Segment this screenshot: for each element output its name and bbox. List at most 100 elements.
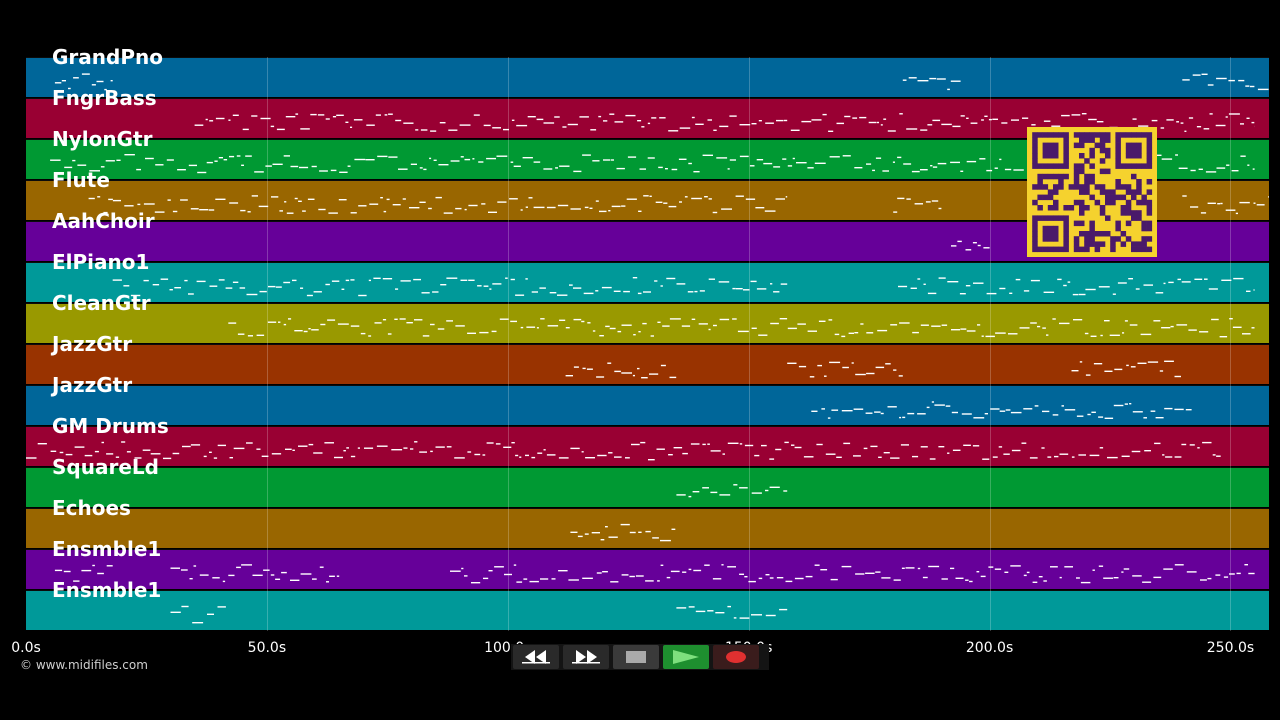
note: [1037, 325, 1041, 328]
note: [727, 566, 736, 568]
note: [947, 281, 959, 283]
note: [199, 574, 209, 576]
note: [483, 577, 489, 580]
note: [1047, 456, 1052, 458]
note: [629, 575, 635, 578]
note: [986, 292, 997, 295]
note: [106, 565, 113, 567]
note: [313, 291, 322, 293]
note: [763, 162, 773, 165]
note: [189, 578, 193, 580]
note: [902, 416, 906, 419]
note: [807, 330, 817, 332]
note: [256, 448, 261, 450]
note: [719, 494, 731, 496]
note: [1208, 288, 1218, 290]
note: [419, 167, 423, 169]
note: [166, 159, 174, 161]
note: [137, 203, 141, 206]
note: [831, 409, 839, 411]
note: [174, 287, 181, 289]
note: [1180, 122, 1184, 124]
stop-button[interactable]: [613, 645, 659, 669]
note: [479, 331, 489, 334]
note: [614, 121, 624, 123]
note: [1225, 116, 1228, 118]
note: [112, 199, 121, 202]
note: [960, 170, 964, 172]
note: [965, 285, 971, 287]
note: [621, 205, 626, 207]
note: [732, 318, 737, 320]
note: [957, 240, 962, 243]
note: [546, 206, 556, 209]
note: [828, 130, 834, 132]
note: [421, 292, 430, 294]
note: [388, 156, 398, 158]
note: [557, 294, 568, 296]
note: [1104, 320, 1110, 322]
note: [911, 170, 920, 173]
note: [438, 164, 449, 166]
note: [271, 196, 279, 198]
note: [792, 157, 795, 160]
note: [866, 163, 872, 165]
note: [1140, 333, 1152, 336]
note: [818, 320, 826, 322]
note: [707, 610, 714, 612]
note: [1142, 581, 1152, 583]
note: [312, 578, 317, 580]
note: [464, 208, 467, 211]
note: [1190, 206, 1199, 208]
note: [298, 200, 302, 202]
record-icon: [726, 651, 746, 663]
note: [1207, 202, 1216, 204]
note: [562, 126, 567, 128]
note: [435, 446, 445, 448]
note: [77, 164, 87, 166]
note: [893, 579, 901, 581]
note: [565, 327, 570, 329]
note: [525, 278, 528, 280]
note: [934, 404, 945, 406]
note: [992, 456, 998, 458]
note: [526, 326, 536, 328]
note: [751, 492, 762, 494]
note: [1247, 164, 1250, 166]
note: [1080, 581, 1091, 584]
note: [1023, 408, 1033, 410]
track-label: Flute: [52, 168, 110, 192]
note: [829, 361, 841, 364]
note: [294, 330, 303, 332]
note: [1246, 117, 1250, 119]
note: [360, 332, 366, 335]
note: [446, 277, 458, 279]
note: [143, 203, 155, 205]
note: [855, 373, 866, 376]
note: [1200, 579, 1207, 581]
note: [1164, 360, 1174, 362]
note: [965, 249, 972, 251]
play-button[interactable]: [663, 645, 709, 669]
note: [1176, 121, 1179, 123]
note: [972, 242, 977, 244]
note: [510, 161, 514, 163]
record-button[interactable]: [713, 645, 759, 669]
note: [897, 197, 905, 200]
note: [977, 324, 981, 326]
track-label: FngrBass: [52, 86, 157, 110]
note: [345, 121, 349, 123]
note: [283, 281, 291, 284]
note: [603, 159, 611, 161]
note: [1010, 411, 1022, 414]
note: [859, 116, 867, 119]
rewind-button[interactable]: [513, 645, 559, 669]
fast-forward-button[interactable]: [563, 645, 609, 669]
note: [430, 130, 437, 132]
note: [880, 412, 884, 415]
note: [347, 165, 351, 167]
note: [551, 578, 556, 580]
note: [880, 124, 883, 126]
note: [1211, 318, 1219, 321]
note: [841, 565, 852, 568]
